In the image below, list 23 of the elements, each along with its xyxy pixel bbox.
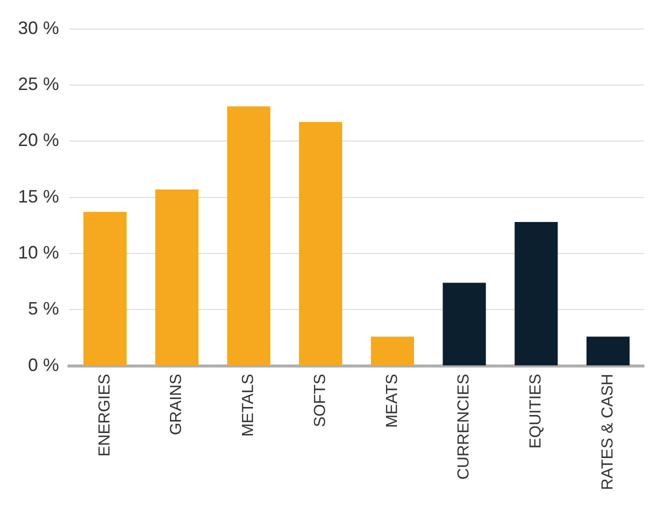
bar <box>155 189 198 366</box>
x-tick-label: MEATS <box>384 374 401 428</box>
x-tick-label: SOFTS <box>312 374 329 428</box>
y-tick-label: 25 % <box>18 74 60 94</box>
y-tick-label: 20 % <box>18 130 60 150</box>
x-tick-label: EQUITIES <box>528 374 545 449</box>
y-tick-label: 5 % <box>28 298 60 319</box>
x-tick-label: METALS <box>240 374 258 437</box>
bar <box>299 122 342 366</box>
y-tick-label: 10 % <box>18 242 60 262</box>
bar <box>83 212 127 366</box>
bar <box>586 336 630 366</box>
x-tick-label: GRAINS <box>168 374 186 436</box>
bar <box>442 282 486 366</box>
bar <box>227 106 270 366</box>
x-tick-label: ENERGIES <box>96 374 114 457</box>
y-tick-label: 0 % <box>28 354 60 375</box>
x-tick-label: RATES & CASH <box>599 374 616 490</box>
bar <box>514 222 558 366</box>
y-tick-label: 30 % <box>18 18 60 38</box>
bar <box>370 336 414 366</box>
y-tick-label: 15 % <box>18 186 60 206</box>
x-tick-label: CURRENCIES <box>456 374 473 480</box>
